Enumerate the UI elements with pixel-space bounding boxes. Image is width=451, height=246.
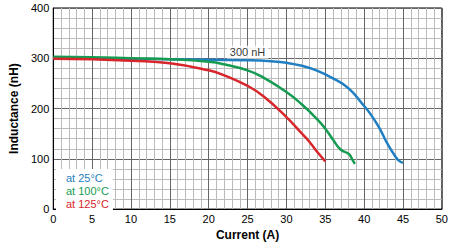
svg-text:100: 100	[31, 153, 49, 165]
svg-text:50: 50	[436, 213, 448, 225]
svg-text:0: 0	[50, 213, 56, 225]
svg-text:30: 30	[280, 213, 292, 225]
svg-text:25: 25	[241, 213, 253, 225]
svg-text:35: 35	[319, 213, 331, 225]
svg-text:15: 15	[164, 213, 176, 225]
svg-text:45: 45	[397, 213, 409, 225]
svg-text:40: 40	[358, 213, 370, 225]
svg-text:400: 400	[31, 2, 49, 14]
svg-text:at 100°C: at 100°C	[66, 185, 109, 197]
svg-text:10: 10	[125, 213, 137, 225]
svg-text:200: 200	[31, 103, 49, 115]
svg-text:5: 5	[89, 213, 95, 225]
svg-text:Inductance (nH): Inductance (nH)	[7, 63, 21, 154]
svg-text:0: 0	[43, 203, 49, 215]
svg-text:at 125°C: at 125°C	[66, 198, 109, 210]
svg-text:300 nH: 300 nH	[230, 46, 266, 58]
svg-text:300: 300	[31, 52, 49, 64]
svg-text:at 25°C: at 25°C	[66, 172, 103, 184]
svg-text:Current (A): Current (A)	[216, 228, 279, 242]
svg-text:20: 20	[203, 213, 215, 225]
